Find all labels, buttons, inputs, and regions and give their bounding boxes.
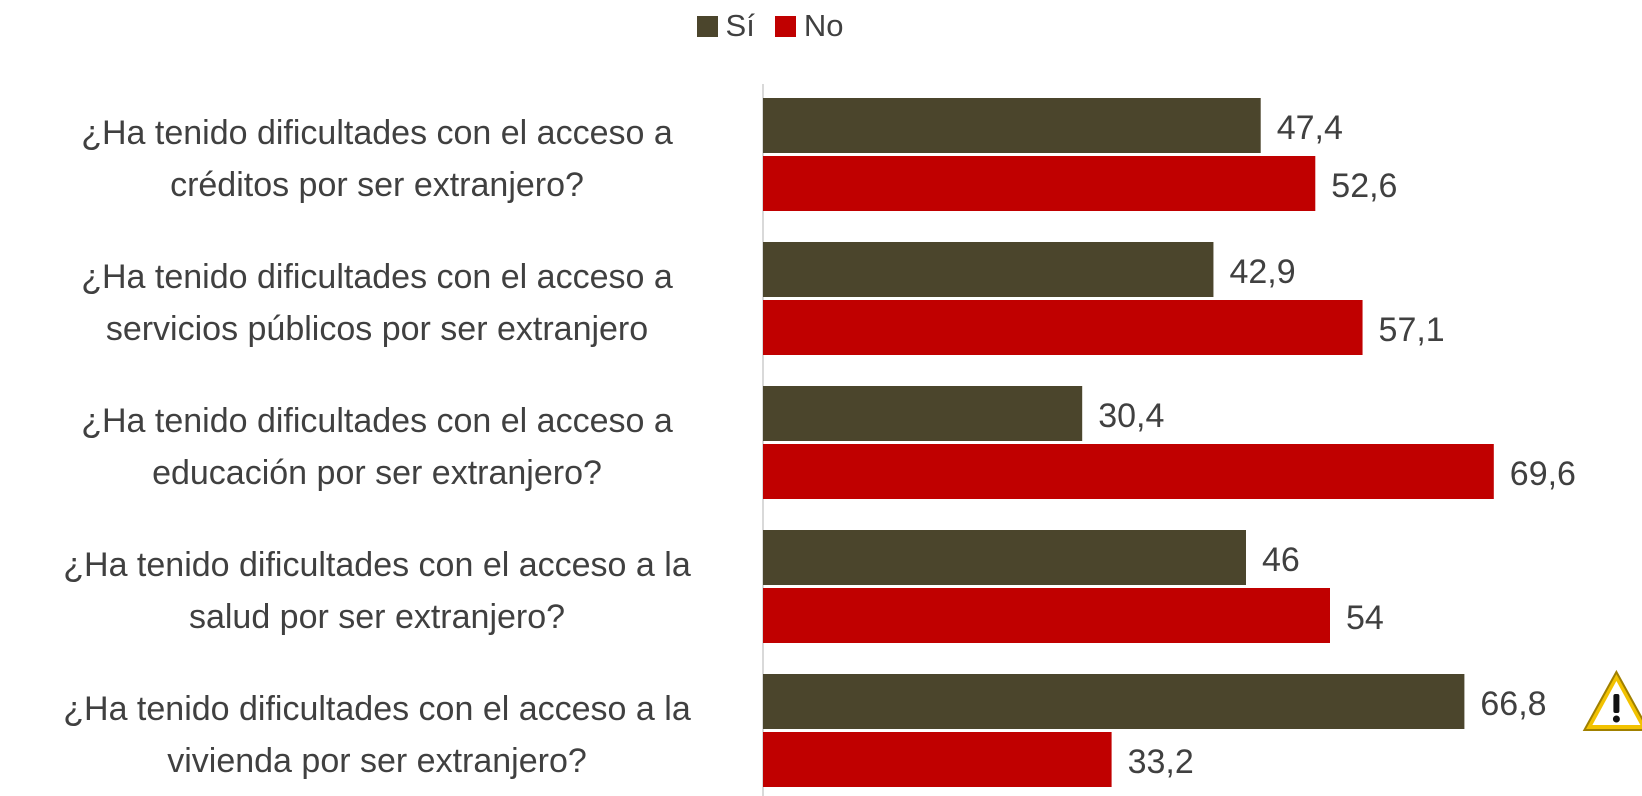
data-label: 54 — [1346, 599, 1384, 637]
category-label: ¿Ha tenido dificultades con el acceso a c… — [81, 114, 673, 204]
legend-label-si: Sí — [725, 8, 755, 43]
bar-si — [763, 386, 1083, 441]
warning-icon — [1582, 669, 1642, 731]
bar-no — [763, 156, 1316, 211]
category-label-line: servicios públicos por ser extranjero — [106, 310, 648, 348]
category-label-line: vivienda por ser extranjero? — [167, 742, 587, 780]
data-label: 69,6 — [1510, 455, 1576, 493]
category-label: ¿Ha tenido dificultades con el acceso a … — [63, 690, 691, 780]
category-label-line: ¿Ha tenido dificultades con el acceso a — [81, 114, 673, 152]
legend-swatch-no — [774, 15, 796, 37]
legend-item-no: No — [774, 8, 844, 44]
data-label: 66,8 — [1480, 685, 1546, 723]
data-label: 52,6 — [1331, 167, 1397, 205]
legend-item-si: Sí — [696, 8, 755, 44]
data-label: 46 — [1262, 541, 1300, 579]
category-label: ¿Ha tenido dificultades con el acceso a s… — [81, 258, 673, 348]
bar-si — [763, 674, 1465, 729]
category-label: ¿Ha tenido dificultades con el acceso a … — [63, 546, 691, 636]
bar-no — [763, 444, 1494, 499]
category-label-line: educación por ser extranjero? — [152, 454, 602, 492]
category-label: ¿Ha tenido dificultades con el acceso a e… — [81, 402, 673, 492]
legend-label-no: No — [803, 8, 844, 43]
legend-swatch-si — [696, 15, 718, 37]
category-label-line: ¿Ha tenido dificultades con el acceso a … — [63, 546, 691, 584]
data-label: 57,1 — [1379, 311, 1445, 349]
bar-no — [763, 732, 1112, 787]
legend: Sí No — [0, 4, 1540, 48]
data-label: 42,9 — [1229, 253, 1295, 291]
data-label: 30,4 — [1098, 397, 1164, 435]
category-label-line: ¿Ha tenido dificultades con el acceso a … — [63, 690, 691, 728]
bar-no — [763, 588, 1330, 643]
category-label-line: ¿Ha tenido dificultades con el acceso a — [81, 402, 673, 440]
data-label: 47,4 — [1277, 109, 1343, 147]
category-label-line: salud por ser extranjero? — [189, 598, 565, 636]
data-label: 33,2 — [1128, 743, 1194, 781]
bar-si — [763, 530, 1246, 585]
category-label-line: créditos por ser extranjero? — [170, 166, 584, 204]
category-label-line: ¿Ha tenido dificultades con el acceso a — [81, 258, 673, 296]
bar-no — [763, 300, 1363, 355]
bar-si — [763, 98, 1261, 153]
bar-si — [763, 242, 1214, 297]
